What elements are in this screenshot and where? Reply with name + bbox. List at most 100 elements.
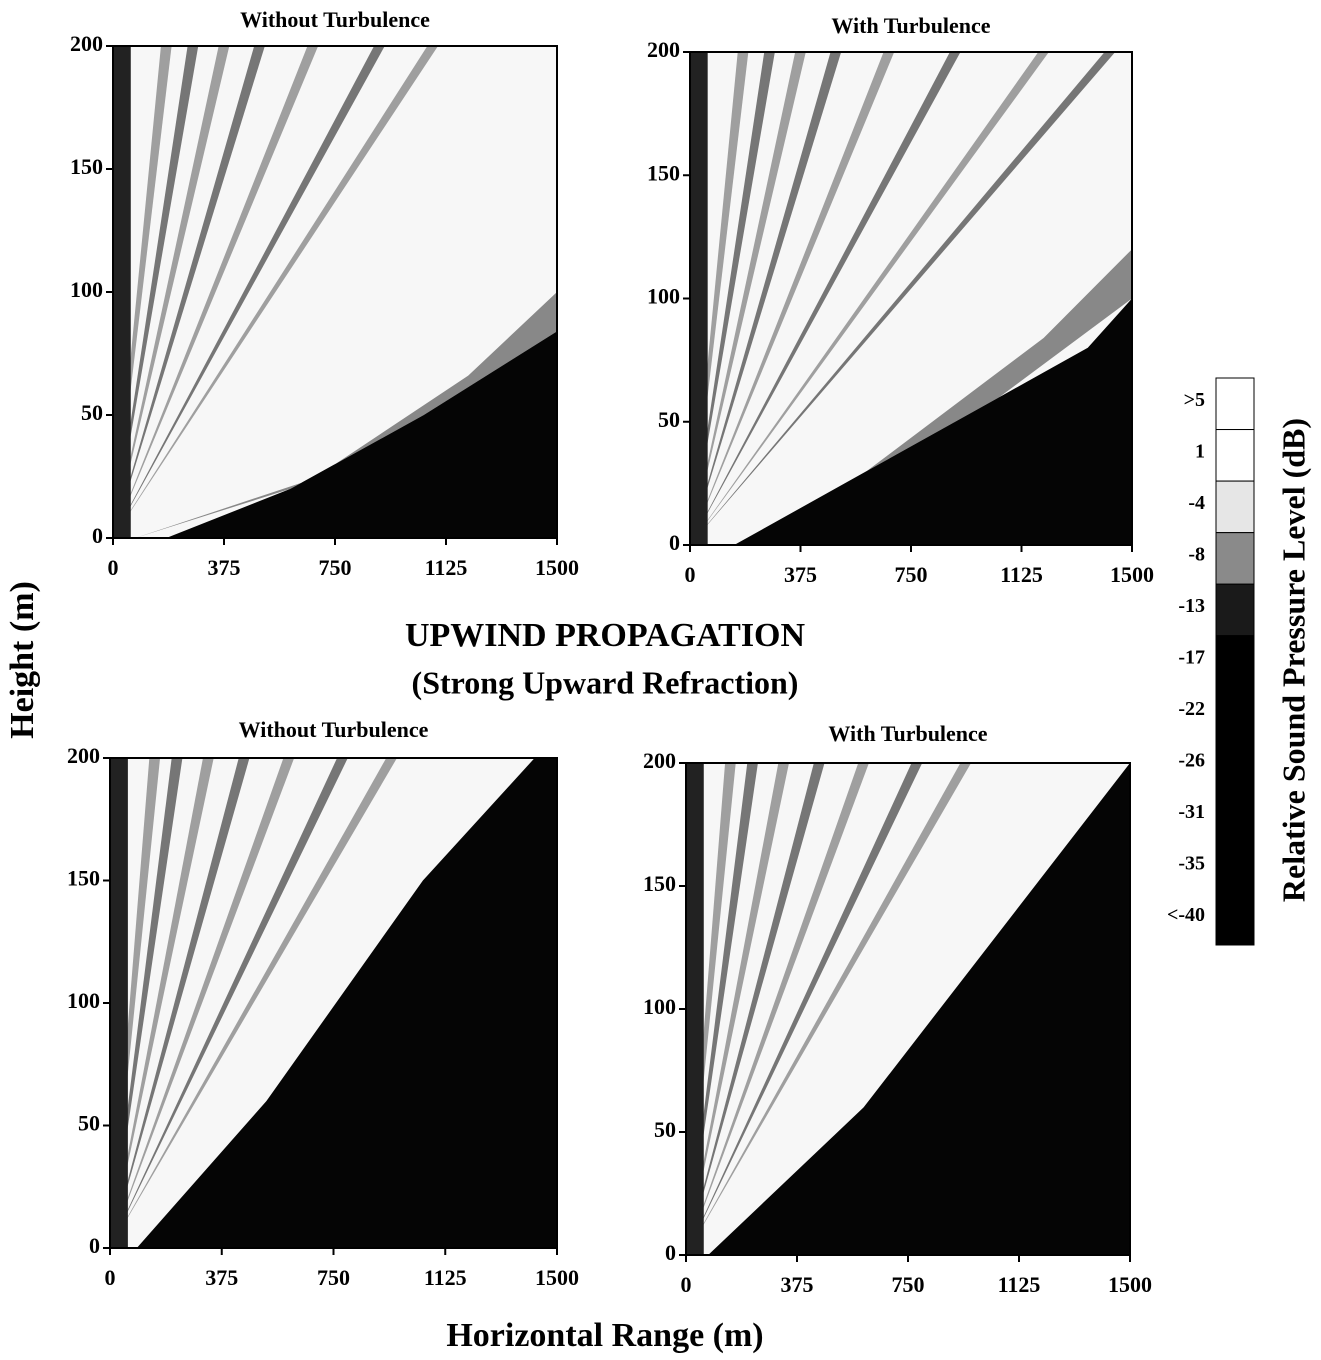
panel-title: Without Turbulence	[239, 717, 429, 742]
beam	[686, 763, 972, 1255]
x-tick-label: 1500	[535, 555, 579, 580]
beam	[690, 52, 842, 545]
x-axis-label: Horizontal Range (m)	[446, 1317, 763, 1354]
beam	[690, 52, 895, 545]
beam	[690, 52, 961, 545]
color-band	[1215, 635, 1255, 688]
color-band	[1215, 686, 1255, 740]
color-band	[1215, 377, 1255, 431]
shadow-zone	[708, 763, 1130, 1255]
colorbar-label: >5	[1184, 389, 1205, 411]
x-tick-label: 750	[895, 562, 928, 587]
beam	[690, 52, 775, 545]
colorbar-label: -13	[1178, 595, 1205, 617]
color-band	[1215, 532, 1255, 585]
shadow-zone	[734, 298, 1132, 545]
beam	[686, 763, 790, 1255]
x-tick-label: 375	[781, 1272, 814, 1297]
x-tick-label: 375	[205, 1265, 238, 1290]
beam	[113, 46, 439, 538]
colorbar-label: -17	[1178, 647, 1205, 669]
colorbar-title: Relative Sound Pressure Level (dB)	[1275, 418, 1311, 902]
y-tick-label: 100	[70, 277, 103, 302]
y-tick-label: 0	[89, 1233, 100, 1258]
near-field	[686, 763, 704, 1255]
near-field	[110, 758, 128, 1248]
colorbar-label: -31	[1178, 801, 1205, 823]
x-tick-label: 1125	[424, 1265, 467, 1290]
x-tick-label: 750	[892, 1272, 925, 1297]
y-axis-label: Height (m)	[4, 581, 41, 739]
x-tick-label: 750	[319, 555, 352, 580]
beam	[110, 758, 348, 1248]
y-tick-label: 100	[643, 994, 676, 1019]
x-tick-label: 1125	[998, 1272, 1041, 1297]
beam	[686, 763, 923, 1255]
colorbar-label: -35	[1178, 853, 1205, 875]
beam	[113, 46, 385, 538]
color-band	[1215, 841, 1255, 894]
beam	[110, 758, 397, 1248]
near-field	[113, 46, 131, 538]
colorbar-label: -26	[1178, 750, 1205, 772]
color-band	[1215, 892, 1255, 946]
x-tick-label: 1500	[1108, 1272, 1152, 1297]
x-tick-label: 1500	[535, 1265, 579, 1290]
y-tick-label: 200	[643, 748, 676, 773]
y-tick-label: 0	[665, 1240, 676, 1265]
beam	[110, 758, 250, 1248]
x-tick-label: 750	[317, 1265, 350, 1290]
y-tick-label: 50	[658, 407, 680, 432]
x-tick-label: 0	[681, 1272, 692, 1297]
colorbar-label: -22	[1178, 698, 1205, 720]
color-band	[1215, 738, 1255, 791]
color-band	[1215, 789, 1255, 843]
near-field	[690, 52, 708, 545]
subheading: (Strong Upward Refraction)	[412, 664, 799, 700]
beam	[110, 758, 295, 1248]
y-tick-label: 100	[647, 284, 680, 309]
y-tick-label: 0	[92, 523, 103, 548]
x-tick-label: 0	[105, 1265, 116, 1290]
y-tick-label: 200	[67, 743, 100, 768]
heading: UPWIND PROPAGATION	[405, 617, 806, 654]
x-tick-label: 1500	[1110, 562, 1154, 587]
beam	[113, 46, 319, 538]
x-tick-label: 375	[784, 562, 817, 587]
y-tick-label: 50	[654, 1117, 676, 1142]
panel-title: With Turbulence	[831, 13, 990, 38]
x-tick-label: 1125	[425, 555, 468, 580]
color-band	[1215, 480, 1255, 534]
shadow-zone	[136, 758, 557, 1248]
beam	[686, 763, 825, 1255]
panel-title: Without Turbulence	[240, 7, 430, 32]
colorbar-label: -8	[1188, 543, 1205, 565]
colorbar-label: 1	[1195, 440, 1205, 462]
y-tick-label: 200	[647, 37, 680, 62]
beam	[686, 763, 869, 1255]
shadow-zone	[166, 331, 557, 538]
x-tick-label: 0	[108, 555, 119, 580]
y-tick-label: 150	[67, 866, 100, 891]
color-band	[1215, 583, 1255, 637]
y-tick-label: 200	[70, 31, 103, 56]
y-tick-label: 150	[643, 871, 676, 896]
beam	[113, 46, 199, 538]
beam	[113, 46, 230, 538]
y-tick-label: 50	[78, 1111, 100, 1136]
y-tick-label: 100	[67, 988, 100, 1013]
beam	[690, 52, 1116, 545]
colorbar-label: -4	[1188, 492, 1205, 514]
x-tick-label: 1125	[1000, 562, 1043, 587]
beam	[110, 758, 214, 1248]
beam	[690, 52, 1049, 545]
y-tick-label: 150	[70, 154, 103, 179]
panel-title: With Turbulence	[828, 721, 987, 746]
beam	[110, 758, 183, 1248]
y-tick-label: 150	[647, 160, 680, 185]
beam	[686, 763, 758, 1255]
x-tick-label: 0	[685, 562, 696, 587]
beam	[113, 46, 265, 538]
y-tick-label: 0	[669, 530, 680, 555]
beam	[690, 52, 806, 545]
